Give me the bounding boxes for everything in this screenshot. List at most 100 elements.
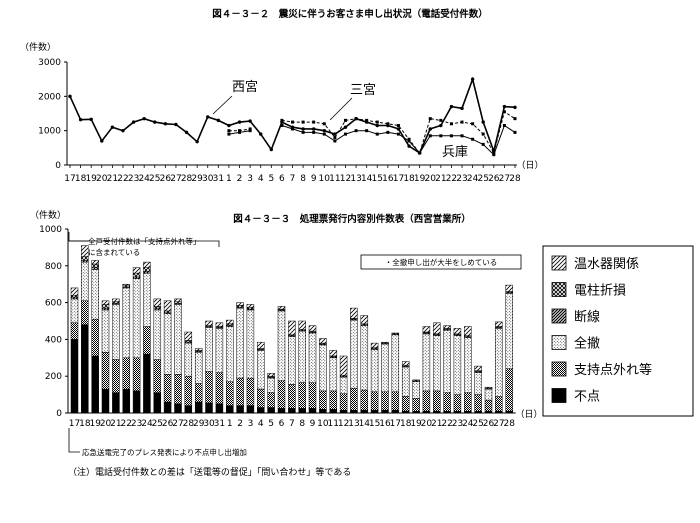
chart2-x-tick-label: 26	[483, 419, 495, 429]
data-point-nishinomiya	[216, 118, 221, 123]
data-point-nishinomiya	[131, 120, 136, 124]
bar-segment-denchu	[91, 263, 99, 268]
data-point-sannomiya	[280, 118, 284, 122]
bar-segment-shijiten	[474, 394, 482, 412]
data-point-nishinomiya	[439, 123, 443, 128]
data-point-nishinomiya	[237, 120, 242, 124]
bar-segment-shijiten	[453, 394, 462, 412]
chart1-y-tick-label: 3000	[38, 58, 61, 68]
bar-segment-zentetsu	[81, 261, 89, 301]
bar-segment-onsuiki	[101, 300, 110, 305]
bar-segment-zentetsu	[246, 309, 255, 379]
bar-segment-zentetsu	[174, 304, 182, 375]
bar-segment-onsuiki	[401, 361, 410, 366]
data-point-nishinomiya	[174, 122, 178, 127]
data-point-nishinomiya	[343, 125, 348, 129]
bar-segment-denchu	[101, 304, 110, 309]
chart2-x-tick-label: 31	[214, 419, 225, 429]
bar-segment-onsuiki	[505, 284, 513, 292]
bar-segment-onsuiki	[226, 319, 234, 325]
bar-segment-shijiten	[433, 390, 441, 412]
data-point-hyogo	[301, 130, 305, 134]
chart2-x-tick-label: 8	[299, 419, 305, 429]
bar-segment-futen	[319, 409, 327, 414]
bar-segment-onsuiki	[81, 245, 89, 257]
chart2-x-tick-label: 13	[348, 419, 359, 429]
bar-segment-onsuiki	[308, 325, 317, 332]
chart2-y-tick-label: 800	[45, 262, 62, 272]
data-point-nishinomiya	[428, 127, 432, 131]
chart1-x-tick-label: 1	[226, 174, 232, 184]
bar-segment-onsuiki	[70, 287, 79, 296]
chart1-x-tick-label: 23	[456, 174, 467, 184]
legend-swatch	[551, 335, 567, 350]
bar-segment-shijiten	[174, 374, 182, 405]
chart1-x-tick-label: 26	[160, 174, 172, 184]
bar-segment-denchu	[122, 284, 131, 288]
bar-segment-futen	[257, 407, 265, 414]
bar-segment-denchu	[143, 267, 151, 272]
bar-segment-shijiten	[153, 359, 162, 393]
chart2-x-unit: （日）	[515, 409, 542, 420]
bar-segment-zentetsu	[91, 269, 99, 320]
data-point-hyogo	[418, 151, 422, 155]
bar-segment-zentetsu	[184, 342, 193, 377]
data-point-sannomiya	[322, 122, 326, 126]
bar-segment-zentetsu	[319, 344, 327, 392]
bar-segment-zentetsu	[132, 278, 141, 359]
bar-segment-shijiten	[381, 391, 389, 411]
chart1-x-tick-label: 20	[425, 174, 437, 184]
bar-segment-zentetsu	[226, 326, 234, 382]
data-point-sannomiya	[301, 120, 305, 124]
chart1-x-tick-label: 19	[414, 174, 426, 184]
chart2-x-tick-label: 17	[390, 419, 401, 429]
chart2-x-tick-label: 6	[279, 419, 285, 429]
chart1-x-tick-label: 24	[138, 174, 150, 184]
bar-segment-futen	[298, 408, 306, 414]
bar-segment-zentetsu	[474, 372, 482, 395]
bar-segment-shijiten	[81, 300, 89, 325]
chart2-x-tick-label: 19	[410, 419, 422, 429]
data-point-hyogo	[428, 134, 432, 138]
series-line-nishinomiya	[69, 76, 516, 155]
legend-swatch	[551, 361, 567, 377]
legend-box	[542, 245, 694, 417]
chart2-x-tick-label: 28	[503, 419, 515, 429]
bar-segment-zentetsu	[163, 313, 172, 375]
bar-segment-denchu	[174, 301, 182, 304]
bracket-text-line1: 全戸受付件数は「支持点外れ等」	[88, 236, 201, 246]
data-point-sannomiya	[428, 117, 432, 121]
bar-segment-zentetsu	[350, 319, 358, 389]
bar-segment-zentetsu	[495, 328, 503, 397]
data-point-hyogo	[460, 134, 464, 138]
chart1-x-tick-label: 30	[202, 174, 214, 184]
bar-segment-onsuiki	[443, 325, 451, 329]
data-point-hyogo	[343, 132, 347, 136]
chart2-x-tick-label: 17	[69, 419, 80, 429]
data-point-nishinomiya	[78, 117, 83, 122]
series-label-nishinomiya: 西宮	[232, 79, 258, 95]
bar-segment-zentetsu	[505, 293, 513, 370]
data-point-nishinomiya	[513, 105, 517, 110]
data-point-hyogo	[386, 130, 390, 134]
chart2-x-tick-label: 22	[121, 419, 132, 429]
chart2-x-tick-label: 20	[421, 419, 433, 429]
bar-segment-shijiten	[391, 391, 400, 411]
bar-segment-zentetsu	[391, 334, 400, 393]
bar-segment-onsuiki	[174, 298, 182, 302]
data-point-hyogo	[333, 139, 337, 143]
chart1-x-tick-label: 28	[181, 174, 193, 184]
data-point-hyogo	[280, 124, 284, 128]
bar-segment-shijiten	[308, 382, 317, 409]
data-point-hyogo	[354, 129, 358, 133]
chart1-x-tick-label: 21	[107, 174, 118, 184]
bar-segment-shijiten	[194, 383, 203, 403]
bar-segment-onsuiki	[122, 283, 131, 286]
bar-segment-onsuiki	[236, 302, 244, 306]
bar-segment-futen	[153, 392, 162, 414]
bar-segment-shijiten	[422, 390, 431, 412]
chart1-x-tick-label: 24	[467, 174, 479, 184]
legend-label: 支持点外れ等	[574, 362, 652, 378]
bar-segment-zentetsu	[236, 307, 244, 379]
bar-segment-shijiten	[257, 388, 265, 408]
